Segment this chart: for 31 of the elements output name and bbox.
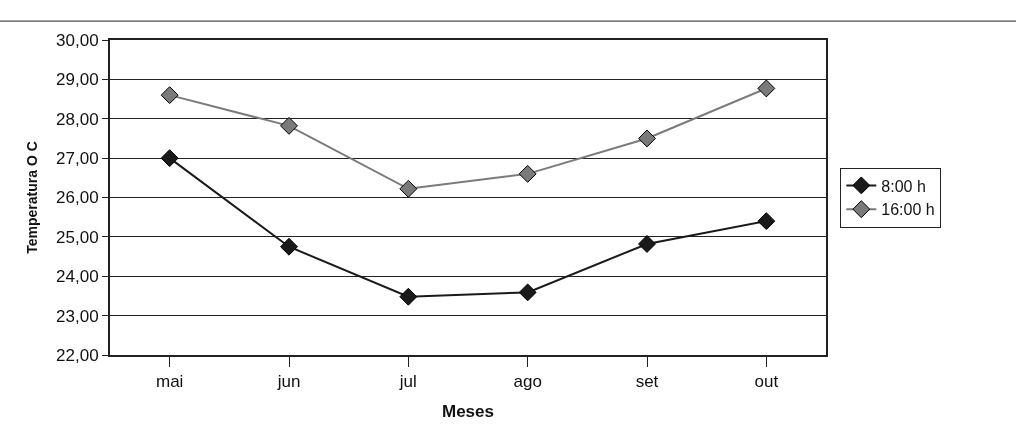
y-tick-label: 22,00 <box>56 345 99 365</box>
y-tick-label: 29,00 <box>56 70 99 90</box>
point <box>160 149 179 168</box>
point <box>399 287 418 306</box>
point <box>518 283 537 302</box>
y-tick-label: 23,00 <box>56 306 99 326</box>
y-tick-label: 24,00 <box>56 267 99 287</box>
x-axis-title: Meses <box>442 402 494 422</box>
point <box>638 235 656 253</box>
point <box>757 212 776 231</box>
x-tick-label: ago <box>513 372 542 392</box>
x-tick-label: jun <box>276 372 301 392</box>
y-tick-label: 30,00 <box>56 30 99 50</box>
y-tick-label: 25,00 <box>56 227 99 247</box>
point <box>518 164 537 183</box>
point <box>280 237 298 256</box>
point <box>757 79 776 98</box>
x-tick-label: jul <box>398 372 417 392</box>
y-axis-title: Temperatura O C <box>24 141 41 254</box>
point <box>399 179 418 198</box>
x-tick-label: mai <box>155 372 184 392</box>
y-tick-label: 27,00 <box>56 149 99 169</box>
legend-label: 8:00 h <box>881 177 926 195</box>
point <box>280 116 298 135</box>
y-tick-label: 28,00 <box>56 109 99 129</box>
y-tick-label: 26,00 <box>56 188 99 208</box>
x-tick-label: set <box>635 372 659 392</box>
legend-label: 16:00 h <box>881 201 935 219</box>
point <box>160 86 179 105</box>
point <box>638 129 656 148</box>
x-tick-label: out <box>754 372 779 392</box>
